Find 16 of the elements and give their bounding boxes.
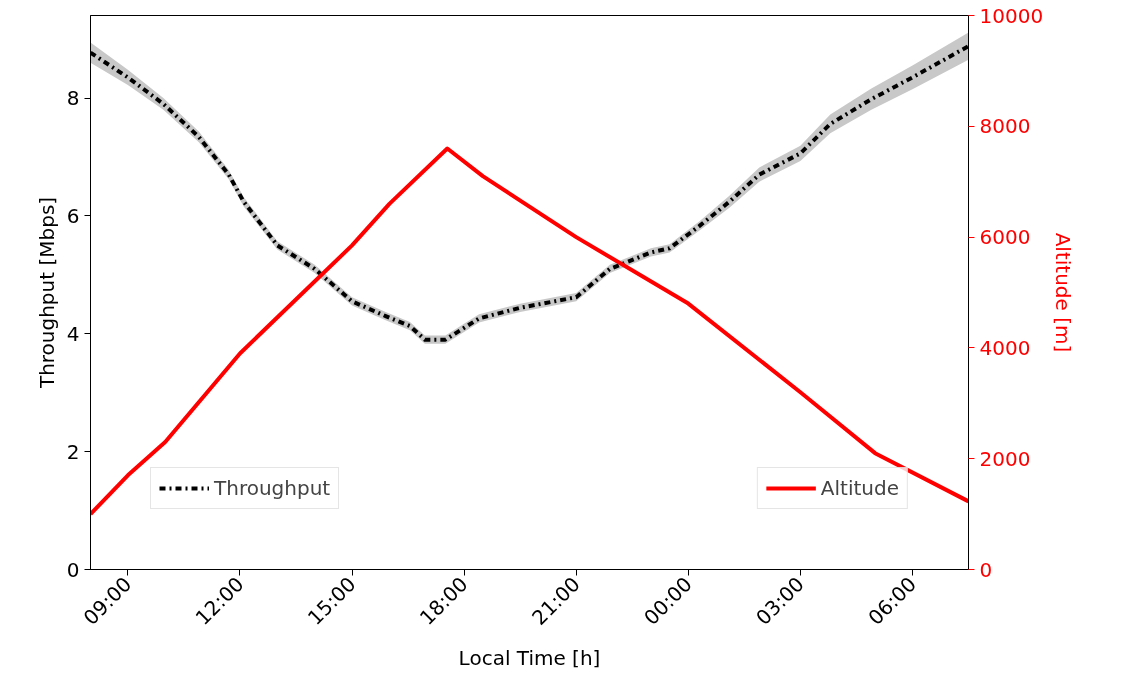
y-tick-label: 2	[66, 439, 80, 464]
y2-tick-label: 10000	[979, 3, 1044, 28]
y-tick-label: 8	[66, 86, 80, 111]
y2-tick-label: 8000	[979, 114, 1031, 139]
x-axis-title: Local Time [h]	[458, 646, 601, 671]
y2-tick-label: 0	[979, 557, 993, 582]
y2-tick-label: 2000	[979, 446, 1031, 471]
y-tick-label: 4	[66, 321, 80, 346]
y2-tick-label: 4000	[979, 335, 1031, 360]
y-tick-label: 0	[66, 557, 80, 582]
y2-tick-label: 6000	[979, 225, 1031, 250]
legend-label: Altitude	[820, 476, 899, 500]
y2-axis-title: Altitude [m]	[1051, 232, 1076, 353]
legend-label: Throughput	[214, 476, 331, 500]
y-tick-label: 6	[66, 203, 80, 228]
y-axis-title: Throughput [Mbps]	[34, 196, 59, 390]
